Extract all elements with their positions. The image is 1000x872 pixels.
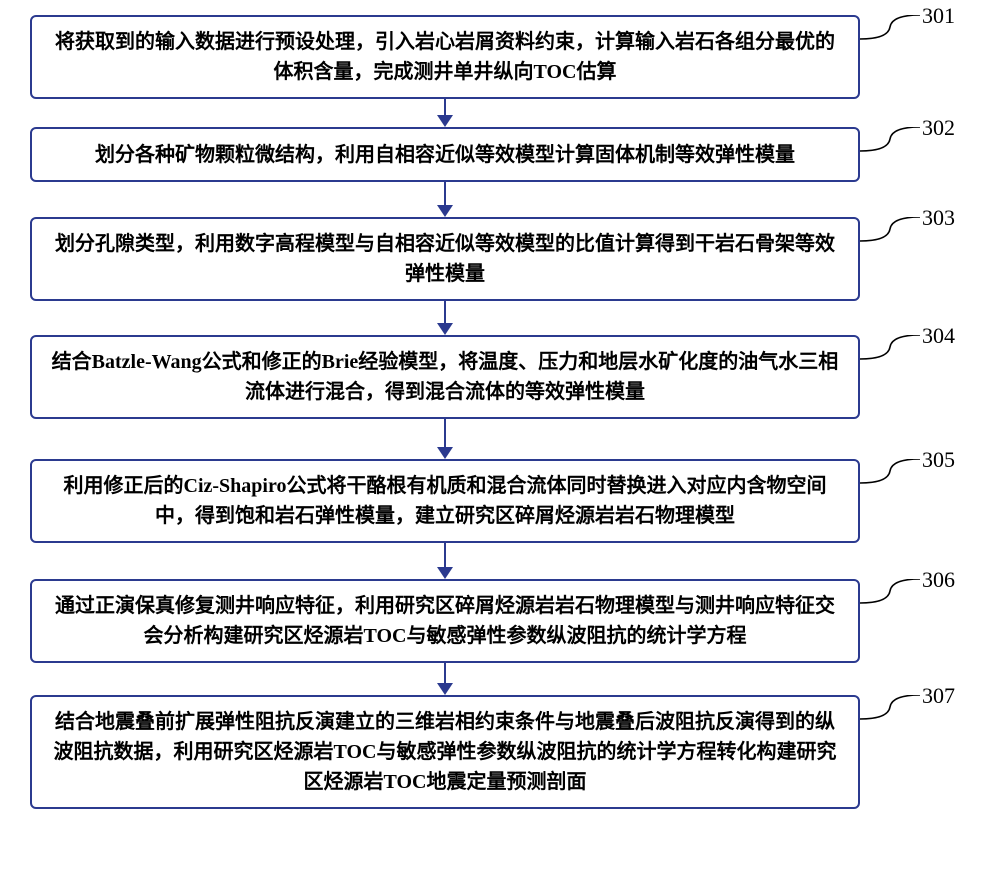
- arrow-303: [30, 301, 860, 335]
- step-label-col-302: 302: [860, 127, 940, 182]
- step-number-301: 301: [922, 3, 955, 29]
- arrow-305: [30, 543, 860, 579]
- connector-curve-301: [860, 15, 920, 45]
- step-number-304: 304: [922, 323, 955, 349]
- arrow-304: [30, 419, 860, 459]
- step-box-301: 将获取到的输入数据进行预设处理，引入岩心岩屑资料约束，计算输入岩石各组分最优的体…: [30, 15, 860, 99]
- step-label-col-307: 307: [860, 695, 940, 795]
- step-row-304: 结合Batzle-Wang公式和修正的Brie经验模型，将温度、压力和地层水矿化…: [30, 335, 970, 419]
- step-box-305: 利用修正后的Ciz-Shapiro公式将干酪根有机质和混合流体同时替换进入对应内…: [30, 459, 860, 543]
- step-label-col-301: 301: [860, 15, 940, 87]
- arrow-301: [30, 99, 860, 127]
- step-number-306: 306: [922, 567, 955, 593]
- step-box-302: 划分各种矿物颗粒微结构，利用自相容近似等效模型计算固体机制等效弹性模量: [30, 127, 860, 182]
- arrow-306: [30, 663, 860, 695]
- connector-curve-302: [860, 127, 920, 157]
- step-row-302: 划分各种矿物颗粒微结构，利用自相容近似等效模型计算固体机制等效弹性模量302: [30, 127, 970, 182]
- connector-curve-306: [860, 579, 920, 609]
- connector-curve-307: [860, 695, 920, 725]
- step-row-307: 结合地震叠前扩展弹性阻抗反演建立的三维岩相约束条件与地震叠后波阻抗反演得到的纵波…: [30, 695, 970, 809]
- step-box-306: 通过正演保真修复测井响应特征，利用研究区碎屑烃源岩岩石物理模型与测井响应特征交会…: [30, 579, 860, 663]
- step-number-303: 303: [922, 205, 955, 231]
- step-row-306: 通过正演保真修复测井响应特征，利用研究区碎屑烃源岩岩石物理模型与测井响应特征交会…: [30, 579, 970, 663]
- step-label-col-305: 305: [860, 459, 940, 531]
- step-label-col-303: 303: [860, 217, 940, 289]
- step-box-303: 划分孔隙类型，利用数字高程模型与自相容近似等效模型的比值计算得到干岩石骨架等效弹…: [30, 217, 860, 301]
- step-number-302: 302: [922, 115, 955, 141]
- connector-curve-305: [860, 459, 920, 489]
- step-number-305: 305: [922, 447, 955, 473]
- step-box-304: 结合Batzle-Wang公式和修正的Brie经验模型，将温度、压力和地层水矿化…: [30, 335, 860, 419]
- step-row-303: 划分孔隙类型，利用数字高程模型与自相容近似等效模型的比值计算得到干岩石骨架等效弹…: [30, 217, 970, 301]
- arrow-302: [30, 182, 860, 217]
- step-row-305: 利用修正后的Ciz-Shapiro公式将干酪根有机质和混合流体同时替换进入对应内…: [30, 459, 970, 543]
- step-label-col-306: 306: [860, 579, 940, 651]
- connector-curve-303: [860, 217, 920, 247]
- step-label-col-304: 304: [860, 335, 940, 407]
- step-box-307: 结合地震叠前扩展弹性阻抗反演建立的三维岩相约束条件与地震叠后波阻抗反演得到的纵波…: [30, 695, 860, 809]
- connector-curve-304: [860, 335, 920, 365]
- flowchart-container: 将获取到的输入数据进行预设处理，引入岩心岩屑资料约束，计算输入岩石各组分最优的体…: [30, 15, 970, 809]
- step-row-301: 将获取到的输入数据进行预设处理，引入岩心岩屑资料约束，计算输入岩石各组分最优的体…: [30, 15, 970, 99]
- step-number-307: 307: [922, 683, 955, 709]
